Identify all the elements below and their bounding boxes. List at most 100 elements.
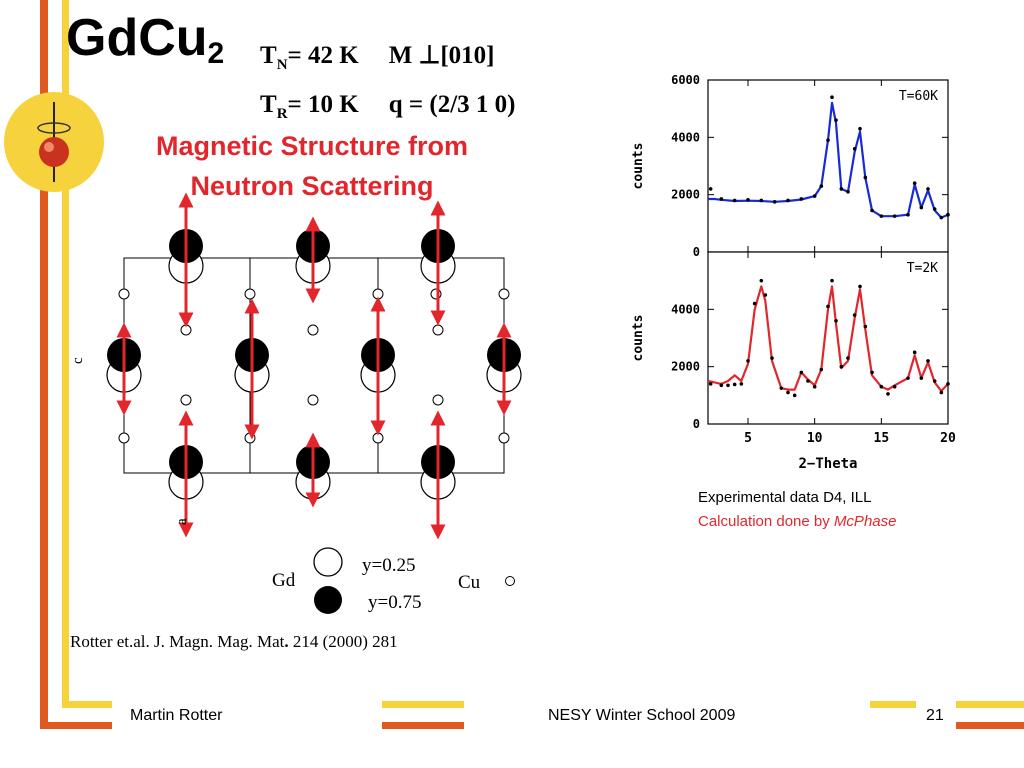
x-tick-label: 20 [940,431,956,446]
data-point [759,278,764,283]
cu-atom [372,288,384,300]
legend-gd-label: Gd [272,570,296,591]
frame-left-orange-bar [40,0,48,728]
y-tick-label: 4000 [671,130,700,144]
data-point [826,304,830,309]
data-point [812,194,817,198]
cu-atom [180,394,192,406]
data-point [939,390,944,395]
data-point [892,384,897,389]
data-point [926,359,930,363]
y-tick-label: 6000 [671,73,700,87]
data-point [863,175,868,180]
data-point [932,207,937,211]
data-point [826,138,830,142]
axis-c-label: c [70,357,86,364]
data-point [708,187,713,191]
data-point [834,319,838,323]
y-tick-label: 2000 [671,360,700,374]
data-point [858,284,862,289]
data-point [812,384,817,389]
data-point [830,95,834,99]
legend-y025-label: y=0.25 [362,555,416,576]
x-tick-label: 15 [874,431,890,446]
data-point [786,198,790,203]
data-point [732,198,737,203]
panel-temperature-label: T=60K [899,89,938,104]
frame-left-yellow-bar [62,0,69,706]
cu-atom [180,324,192,336]
data-point [746,198,750,202]
data-point [906,376,910,380]
data-point [906,212,910,217]
panel-temperature-label: T=2K [907,261,938,276]
data-point [759,198,764,203]
data-point [926,187,930,191]
chart-frame [707,251,949,425]
data-point [879,214,884,218]
footer-author: Martin Rotter [130,707,223,724]
y-axis-label: counts [631,143,646,190]
frame-bottom-yellow-mid [382,701,464,708]
data-point [912,350,917,355]
cu-atom [432,324,444,336]
data-point [939,215,944,220]
data-point [799,197,804,201]
frame-bottom-orange-mid [382,722,464,729]
data-point [752,301,757,306]
page-title: GdCu2 [66,9,225,70]
experiment-caption: Experimental data D4, ILL [698,489,872,506]
data-point [719,197,724,201]
data-point [770,356,774,360]
data-point [919,376,924,380]
data-point [852,313,857,317]
x-axis-label: 2−Theta [798,456,857,472]
footer-event: NESY Winter School 2009 [548,707,736,724]
cu-atom [118,288,130,300]
data-point [772,200,777,204]
x-tick-label: 5 [744,431,752,446]
frame-bottom-orange-left [40,722,112,729]
data-point [819,367,824,372]
data-point [870,370,874,375]
data-point [919,205,924,210]
data-point [839,187,844,191]
data-point [846,190,850,194]
chart-frame [707,79,949,253]
data-point [746,359,750,363]
magnetic-structure-diagram: c a [70,192,522,614]
frame-bottom-yellow-right [870,701,916,708]
legend-gd-white-circle [313,547,343,577]
data-point [846,356,850,360]
data-point [879,384,884,389]
data-point [870,208,874,213]
legend-gd-black-circle [314,586,342,614]
data-point [719,383,724,388]
data-point [819,184,824,188]
data-point [932,379,937,383]
data-point [892,214,897,218]
cu-atom [307,324,319,336]
data-point [886,392,890,396]
data-point [708,382,713,386]
section-subtitle: Magnetic Structure from Neutron Scatteri… [155,131,469,201]
data-point [858,126,862,131]
data-point [946,212,950,217]
data-point [946,382,950,386]
cu-atom [307,394,319,406]
x-tick-label: 10 [807,431,823,446]
y-tick-label: 0 [693,245,700,259]
frame-bottom-yellow-right2 [956,701,1024,708]
cu-atom [498,288,510,300]
cu-atom [372,432,384,444]
data-point [786,390,790,395]
reference-citation: Rotter et.al. J. Magn. Mag. Mat. 214 (20… [70,632,398,651]
cu-atom [244,432,256,444]
cu-atom [118,432,130,444]
calculation-caption: Calculation done by McPhase [698,513,897,530]
data-point [792,393,797,398]
